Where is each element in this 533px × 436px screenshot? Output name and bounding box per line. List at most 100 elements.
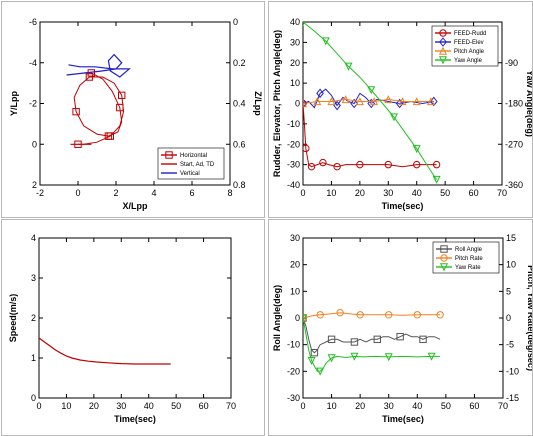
y-tick-label: 30 [290, 233, 300, 243]
y-tick-label: 0 [295, 99, 300, 109]
legend-label: Vertical [180, 171, 200, 177]
y-axis-label: Y/Lpp [9, 91, 19, 116]
y-tick-label: 1 [31, 353, 36, 363]
x-tick-label: 0 [300, 188, 305, 198]
y2-tick-label: 5 [506, 286, 511, 296]
y-tick-label: 20 [290, 260, 300, 270]
data-point [426, 97, 435, 106]
y2-axis-label: Yaw Angle(deg) [525, 70, 532, 137]
x-tick-label: 60 [199, 401, 209, 411]
x-axis-label: X/Lpp [123, 201, 148, 211]
data-point [367, 98, 376, 109]
data-point [350, 352, 359, 361]
x-tick-label: 40 [412, 188, 422, 198]
data-point [413, 311, 421, 319]
y-tick-label: 4 [31, 233, 36, 243]
data-point [367, 86, 376, 95]
data-point [307, 356, 316, 365]
series-line-0 [39, 337, 171, 365]
x-tick-label: 50 [440, 188, 450, 198]
y2-tick-label: 0 [233, 17, 238, 27]
data-point [412, 97, 421, 106]
y-tick-label: 0 [31, 393, 36, 403]
y-tick-label: -40 [287, 180, 300, 190]
x-tick-label: 50 [171, 401, 181, 411]
series-line-2 [66, 53, 131, 78]
data-point [373, 335, 381, 344]
y-tick-label: 0 [295, 313, 300, 323]
data-point [432, 175, 441, 184]
legend-marker [440, 245, 448, 253]
legend-label: Pitch Angle [454, 49, 485, 55]
series-line-3 [303, 22, 438, 180]
legend-label: Horizontal [180, 153, 207, 159]
legend-marker [439, 29, 447, 37]
control-angles-chart: 0 10 20 30 40 50 60 70 40 30 20 10 0 -10 -20 -30 -40 -90 -… [272, 17, 532, 211]
attitude-panel: 0 10 20 30 40 50 60 70 30 20 10 0 -10 -20 -30 15 10 5 0 -5-… [268, 219, 533, 436]
y2-tick-label: -360 [505, 180, 523, 190]
data-point [327, 335, 336, 344]
x-tick-label: 10 [326, 188, 336, 198]
data-point [398, 97, 407, 106]
data-point [303, 99, 308, 108]
data-point [412, 145, 421, 154]
data-point [85, 73, 94, 81]
data-point [303, 314, 308, 323]
data-point [356, 311, 364, 319]
y-tick-label: 30 [290, 37, 300, 47]
y-tick-label: -10 [287, 119, 300, 129]
data-point [316, 311, 324, 319]
y2-tick-label: 0.4 [233, 99, 246, 109]
data-point [350, 338, 359, 346]
series-line-2 [303, 98, 431, 104]
data-point [321, 37, 330, 46]
data-point [104, 132, 113, 140]
y2-tick-label: 0.8 [233, 180, 246, 190]
x-axis-label: Time(sec) [382, 201, 424, 211]
legend-marker [438, 46, 448, 55]
data-point [389, 113, 398, 122]
legend-marker [165, 151, 173, 159]
data-point [303, 144, 310, 153]
plot-area [303, 22, 441, 184]
y-tick-label: 10 [290, 286, 300, 296]
data-point [356, 160, 364, 169]
legend-marker [440, 254, 448, 262]
data-point [419, 335, 427, 344]
y-tick-label: -30 [287, 393, 300, 403]
x-tick-label: 60 [469, 401, 479, 411]
y-tick-label: 0 [32, 139, 37, 149]
data-point [355, 97, 364, 106]
y-tick-label: -4 [29, 58, 37, 68]
x-tick-label: 6 [189, 188, 194, 198]
x-tick-label: 30 [383, 188, 393, 198]
x-tick-label: 0 [75, 188, 80, 198]
legend-marker [439, 37, 447, 47]
data-point [413, 160, 421, 169]
data-point [384, 95, 393, 104]
plot-frame [38, 237, 232, 399]
data-point [341, 95, 350, 104]
y2-axis-label: Z/Lpp [253, 91, 263, 116]
y2-tick-label: -270 [505, 139, 523, 149]
series-line-2 [303, 317, 441, 372]
y2-tick-label: -10 [506, 366, 519, 376]
x-tick-label: 10 [327, 401, 337, 411]
legend-label: Yaw Rate [455, 265, 481, 271]
data-point [319, 158, 327, 167]
x-tick-label: 30 [116, 401, 126, 411]
y-tick-label: 3 [31, 273, 36, 283]
data-point [432, 160, 441, 169]
legend-label: Pitch Rate [455, 256, 483, 262]
y-tick-label: 10 [290, 78, 300, 88]
y-tick-label: -2 [29, 99, 37, 109]
x-tick-label: 70 [226, 401, 236, 411]
y-tick-label: -10 [287, 340, 300, 350]
data-point [307, 162, 316, 171]
data-point [436, 311, 444, 319]
series-line-0 [303, 103, 437, 168]
x-tick-label: 50 [441, 401, 451, 411]
y-tick-label: 40 [290, 17, 300, 27]
x-tick-label: 20 [89, 401, 99, 411]
series-line-1 [303, 312, 441, 319]
